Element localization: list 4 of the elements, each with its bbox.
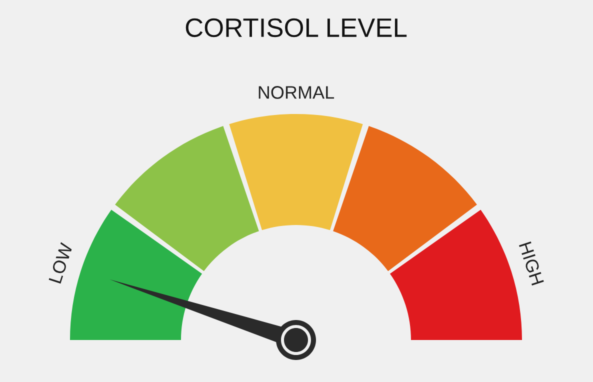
slice-label: HIGH	[518, 241, 544, 286]
slice-label: LOW	[48, 242, 73, 284]
slice-label: NORMAL	[258, 86, 334, 99]
chart-title: CORTISOL LEVEL	[186, 18, 407, 38]
